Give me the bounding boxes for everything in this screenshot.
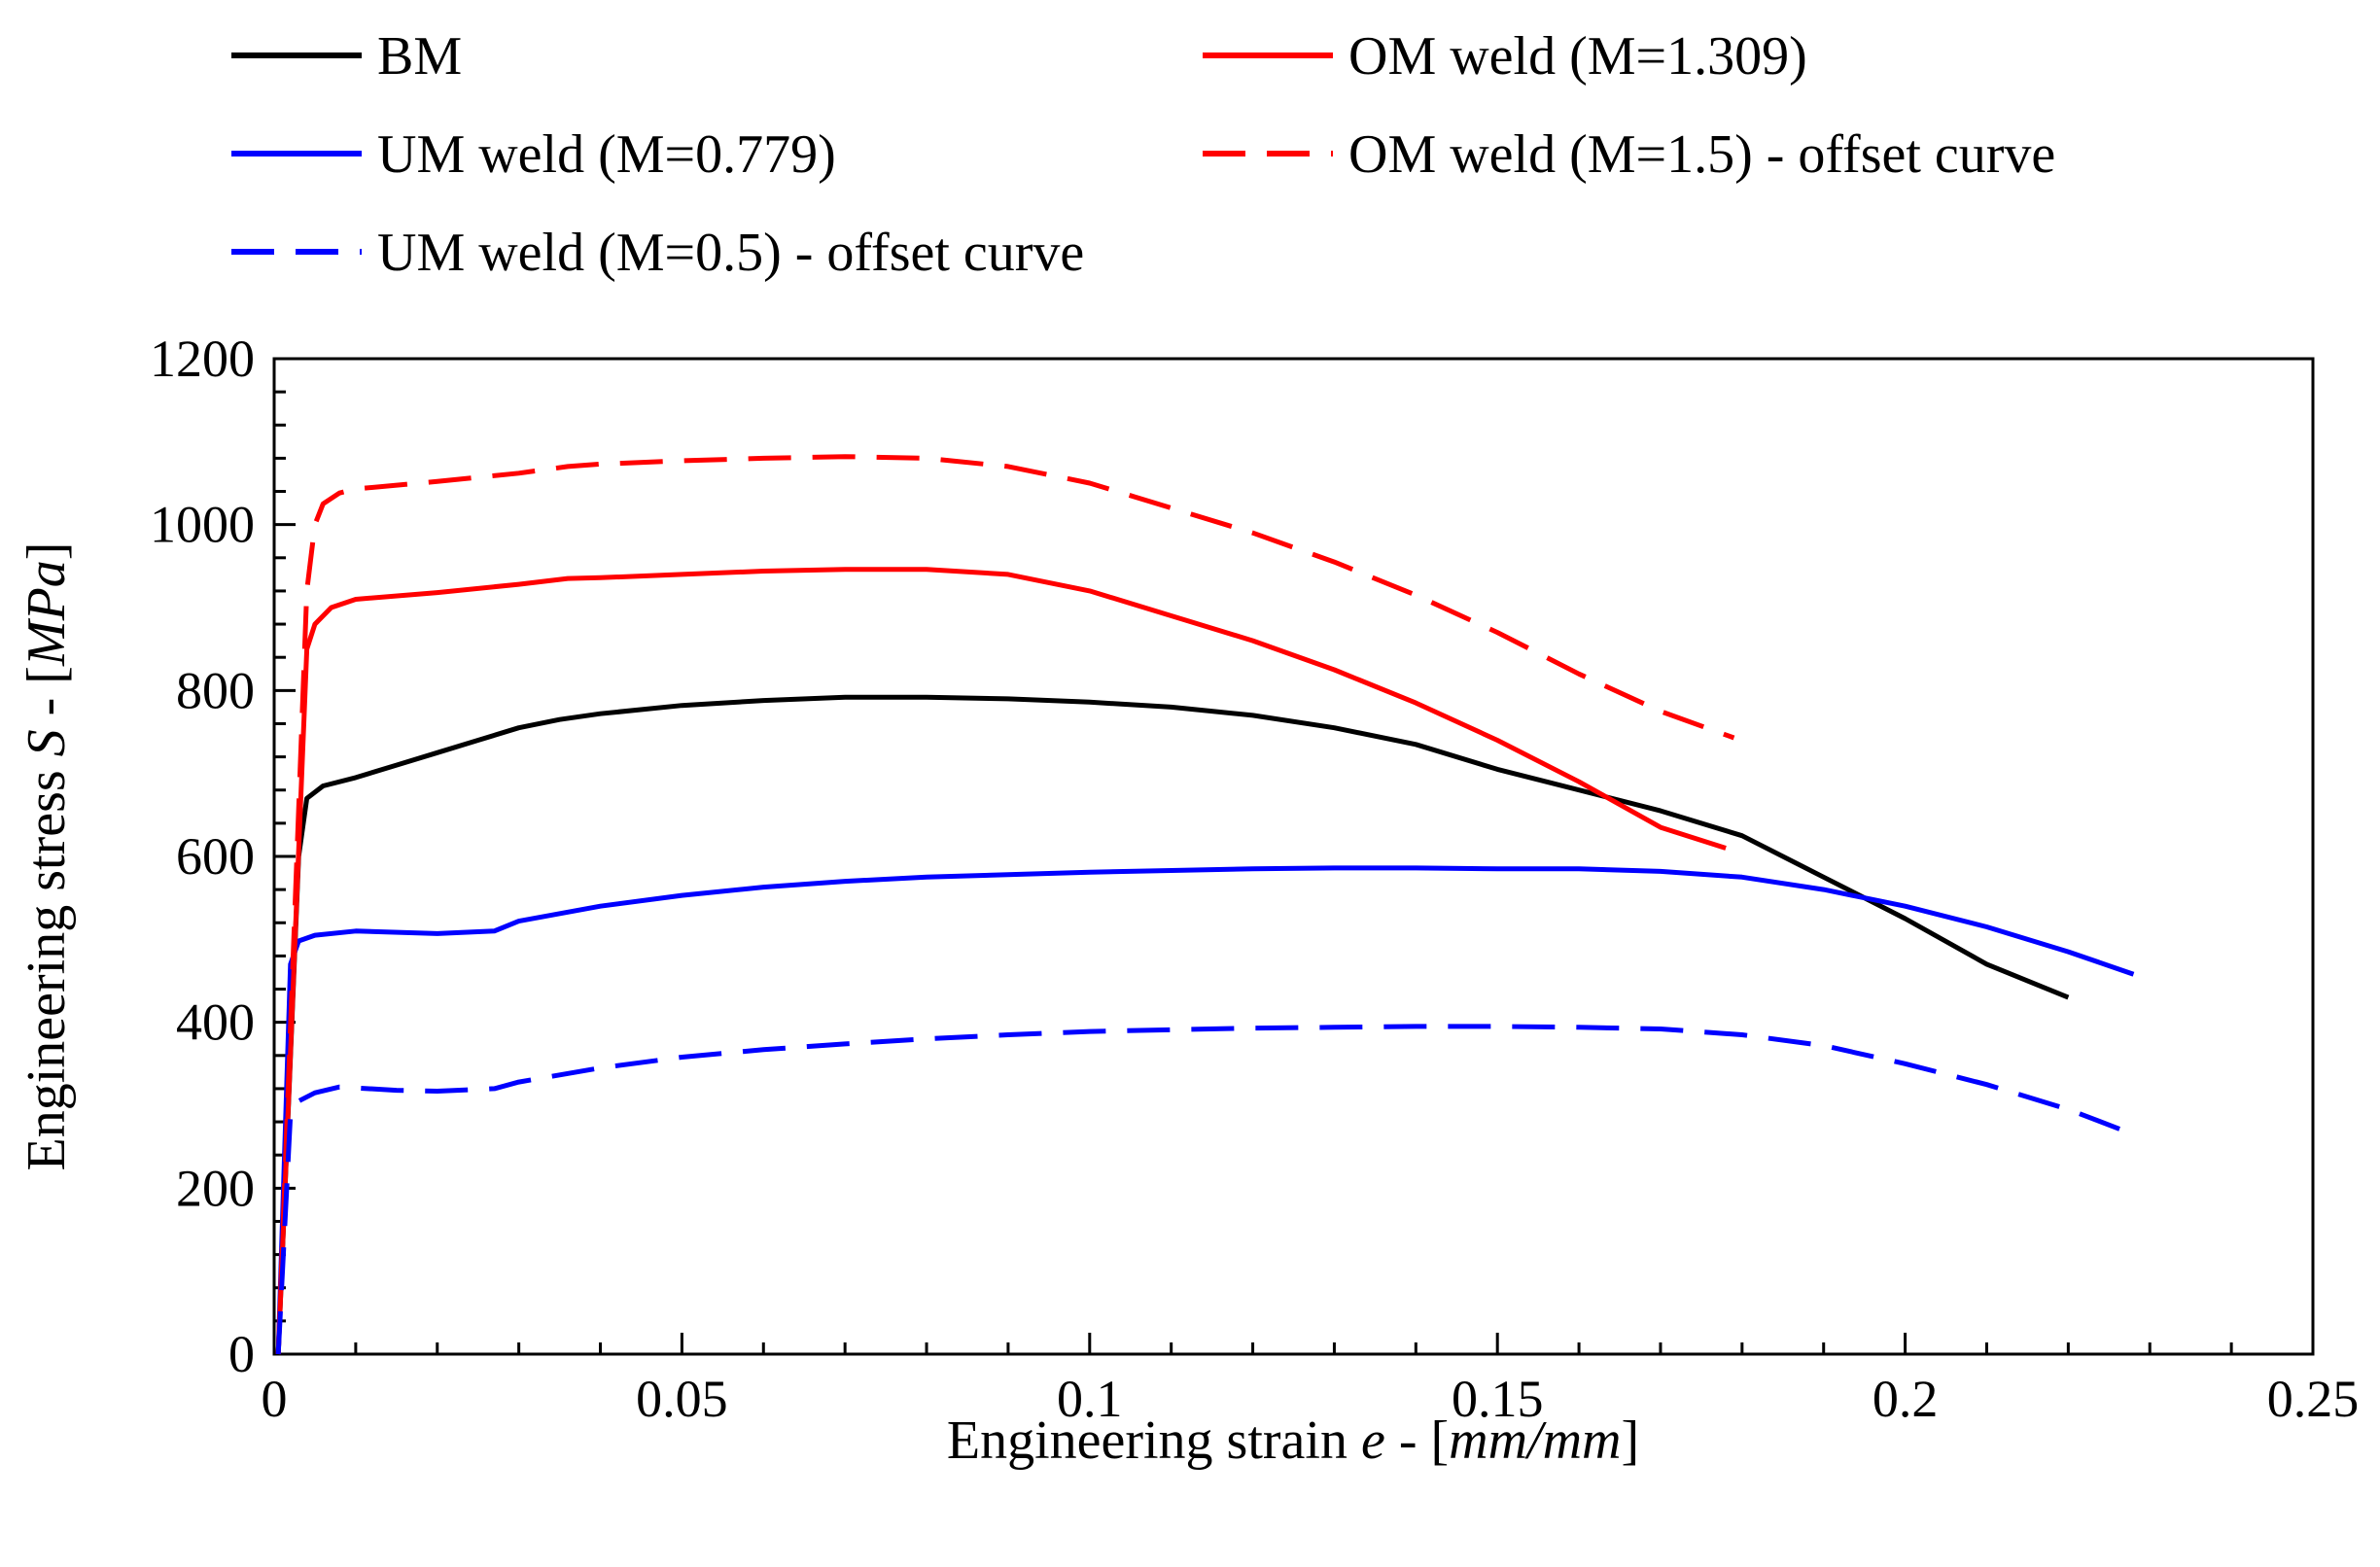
series-line-3 [275, 454, 1735, 1355]
y-tick-label: 200 [176, 1159, 255, 1217]
legend-item-om-offset: OM weld (M=1.5) - offset curve [1203, 124, 2055, 185]
y-tick-label: 0 [228, 1325, 255, 1383]
y-tick-label: 1000 [150, 496, 255, 554]
legend-label-om-weld: OM weld (M=1.309) [1348, 26, 1807, 87]
x-axis-title: Engineering strain e - [mm/mm] [947, 1410, 1639, 1471]
y-tick-label: 800 [176, 661, 255, 719]
y-axis-title-prefix: Engineering stress [17, 756, 77, 1170]
y-axis-tick-labels: 0 200 400 600 800 1000 1200 [150, 330, 255, 1383]
legend-label-bm: BM [377, 26, 462, 87]
y-axis-ticks [274, 357, 296, 1356]
series-line-4 [275, 1024, 2135, 1355]
series-line-0 [275, 694, 2070, 1355]
y-axis-title-sep: - [ [17, 666, 77, 729]
x-axis-title-prefix: Engineering strain [947, 1410, 1361, 1471]
x-axis-title-sep: - [ [1385, 1410, 1449, 1471]
x-tick-label: 0.15 [1452, 1370, 1544, 1428]
plot-frame [272, 357, 2315, 1356]
x-tick-label: 0 [262, 1370, 288, 1428]
y-axis-title-suffix: ] [17, 542, 77, 561]
x-tick-label: 0.05 [636, 1370, 728, 1428]
y-tick-label: 600 [176, 827, 255, 886]
x-axis-ticks [272, 1333, 2315, 1354]
x-axis-title-units: mm/mm [1449, 1410, 1621, 1471]
y-tick-label: 400 [176, 993, 255, 1052]
legend-item-um-offset: UM weld (M=0.5) - offset curve [231, 223, 1084, 283]
y-tick-label: 1200 [150, 330, 255, 388]
x-tick-label: 0.1 [1057, 1370, 1123, 1428]
y-axis-title: Engineering stress S - [MPa] [17, 542, 77, 1171]
x-axis-title-symbol: e [1361, 1410, 1385, 1471]
legend-item-bm: BM [231, 26, 462, 87]
legend-label-um-offset: UM weld (M=0.5) - offset curve [377, 223, 1084, 283]
legend-item-om-weld: OM weld (M=1.309) [1203, 26, 1807, 87]
y-axis-title-symbol: S [17, 729, 77, 756]
legend-label-um-weld: UM weld (M=0.779) [377, 124, 836, 185]
series-line-1 [275, 865, 2135, 1355]
series-layer [275, 454, 2135, 1355]
x-axis-tick-labels: 0 0.05 0.1 0.15 0.2 0.25 [262, 1370, 2360, 1428]
x-axis-title-suffix: ] [1621, 1410, 1639, 1471]
y-axis-title-units: MPa [17, 560, 77, 667]
series-line-2 [275, 567, 1727, 1355]
x-tick-label: 0.25 [2267, 1370, 2360, 1428]
legend: BM OM weld (M=1.309) UM weld (M=0.779) O… [231, 26, 2055, 283]
x-tick-label: 0.2 [1872, 1370, 1939, 1428]
legend-label-om-offset: OM weld (M=1.5) - offset curve [1348, 124, 2055, 185]
legend-item-um-weld: UM weld (M=0.779) [231, 124, 836, 185]
